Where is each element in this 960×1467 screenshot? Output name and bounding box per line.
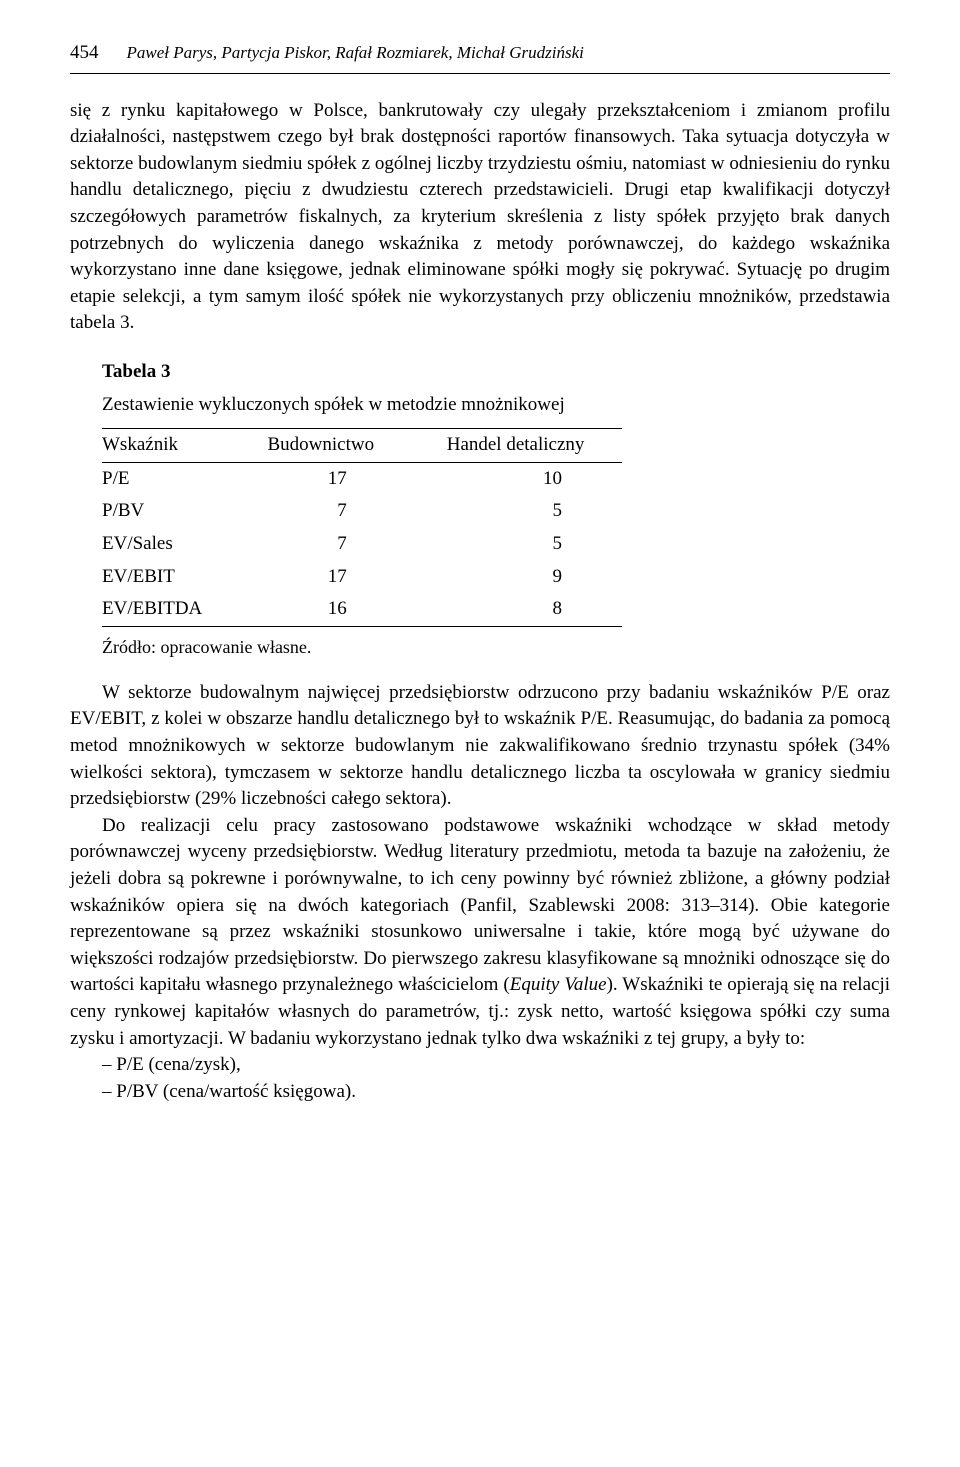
p3-part-a: Do realizacji celu pracy zastosowano pod… (70, 815, 890, 996)
table-label: Tabela 3 (102, 359, 890, 386)
cell-indicator: EV/EBIT (102, 561, 228, 594)
col-header-construction: Budownictwo (228, 429, 407, 463)
table-header-row: Wskaźnik Budownictwo Handel detaliczny (102, 429, 622, 463)
list-item-pe: – P/E (cena/zysk), (70, 1052, 890, 1079)
cell-indicator: P/E (102, 462, 228, 495)
cell-value: 7 (228, 528, 407, 561)
p3-equity-value: Equity Value (510, 974, 607, 995)
table-row: P/BV 7 5 (102, 495, 622, 528)
cell-value: 16 (228, 593, 407, 626)
cell-value: 17 (228, 462, 407, 495)
table-row: EV/Sales 7 5 (102, 528, 622, 561)
cell-indicator: EV/Sales (102, 528, 228, 561)
header-authors: Paweł Parys, Partycja Piskor, Rafał Rozm… (127, 41, 584, 65)
col-header-retail: Handel detaliczny (407, 429, 622, 463)
table-source: Źródło: opracowanie własne. (102, 635, 890, 660)
table-3-block: Tabela 3 Zestawienie wykluczonych spółek… (102, 359, 890, 660)
body-paragraph-2: W sektorze budowalnym najwięcej przedsię… (70, 680, 890, 813)
cell-value: 5 (407, 495, 622, 528)
page: 454 Paweł Parys, Partycja Piskor, Rafał … (0, 0, 960, 1165)
cell-indicator: P/BV (102, 495, 228, 528)
table-caption: Zestawienie wykluczonych spółek w metodz… (102, 392, 890, 419)
cell-value: 17 (228, 561, 407, 594)
table-3: Wskaźnik Budownictwo Handel detaliczny P… (102, 428, 622, 627)
body-paragraph-1: się z rynku kapitałowego w Polsce, bankr… (70, 98, 890, 337)
col-header-indicator: Wskaźnik (102, 429, 228, 463)
cell-value: 7 (228, 495, 407, 528)
table-row: EV/EBIT 17 9 (102, 561, 622, 594)
table-row: P/E 17 10 (102, 462, 622, 495)
table-row: EV/EBITDA 16 8 (102, 593, 622, 626)
running-header: 454 Paweł Parys, Partycja Piskor, Rafał … (70, 40, 890, 74)
page-number: 454 (70, 40, 99, 67)
cell-value: 5 (407, 528, 622, 561)
body-paragraph-3: Do realizacji celu pracy zastosowano pod… (70, 813, 890, 1052)
cell-value: 10 (407, 462, 622, 495)
list-item-pbv: – P/BV (cena/wartość księgowa). (70, 1079, 890, 1106)
cell-indicator: EV/EBITDA (102, 593, 228, 626)
cell-value: 8 (407, 593, 622, 626)
cell-value: 9 (407, 561, 622, 594)
